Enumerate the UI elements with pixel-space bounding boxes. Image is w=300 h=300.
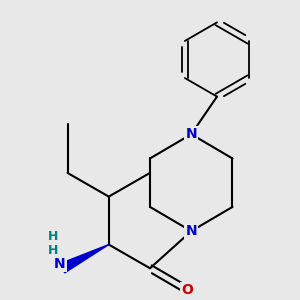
Text: O: O	[181, 283, 193, 297]
Text: N: N	[185, 224, 197, 238]
Text: N: N	[185, 127, 197, 141]
Text: N: N	[54, 257, 66, 271]
Text: H: H	[48, 244, 58, 257]
Polygon shape	[60, 244, 109, 273]
Text: H: H	[48, 230, 58, 243]
